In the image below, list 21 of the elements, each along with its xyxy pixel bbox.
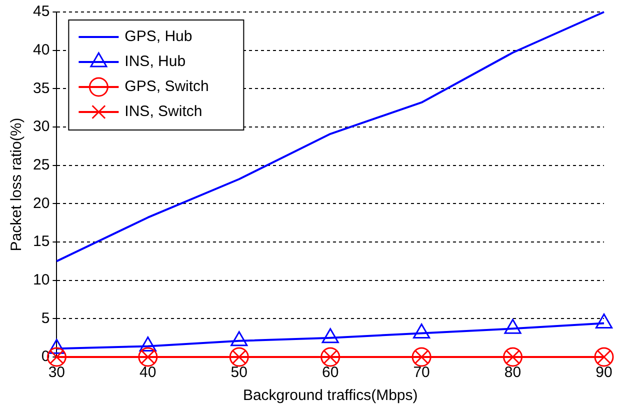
y-tick-label: 10 xyxy=(32,271,50,288)
legend-label: INS, Switch xyxy=(124,103,202,120)
x-tick-label: 60 xyxy=(322,364,339,382)
x-tick-label: 40 xyxy=(140,364,156,382)
y-tick-label: 30 xyxy=(32,118,50,136)
legend-label: GPS, Hub xyxy=(124,28,192,46)
x-tick-label: 50 xyxy=(230,364,248,382)
x-axis-title: Background traffics(Mbps) xyxy=(242,387,418,404)
x-tick-label: 80 xyxy=(504,364,522,382)
y-tick-label: 45 xyxy=(32,3,50,20)
legend-label: GPS, Switch xyxy=(124,78,209,96)
y-tick-label: 20 xyxy=(32,194,50,212)
y-tick-label: 25 xyxy=(32,156,50,174)
legend-label: INS, Hub xyxy=(124,53,186,70)
y-tick-label: 35 xyxy=(32,80,50,97)
y-tick-label: 15 xyxy=(32,233,50,250)
y-tick-label: 5 xyxy=(41,310,50,327)
y-tick-label: 40 xyxy=(32,41,50,58)
x-tick-label: 90 xyxy=(596,364,612,382)
x-tick-label: 70 xyxy=(413,364,430,382)
y-axis-title: Packet loss ratio(%) xyxy=(8,118,26,252)
